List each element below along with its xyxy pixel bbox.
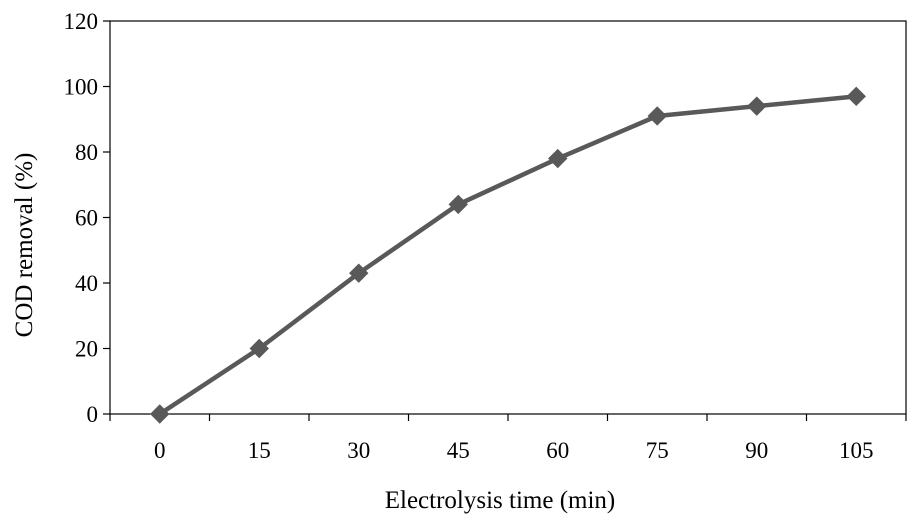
x-tick-label: 60 <box>546 438 569 463</box>
data-point-marker <box>150 404 170 424</box>
data-point-marker <box>349 263 369 283</box>
x-tick-label: 15 <box>248 438 271 463</box>
data-point-marker <box>249 338 269 359</box>
x-tick-label: 105 <box>839 438 874 463</box>
x-tick-label: 45 <box>447 438 470 463</box>
y-tick-label: 40 <box>75 271 98 296</box>
data-point-marker <box>548 148 568 169</box>
series-line <box>157 94 859 417</box>
x-tick-label: 0 <box>154 438 166 463</box>
x-tick-label: 90 <box>745 438 768 463</box>
y-tick-label: 20 <box>75 337 98 362</box>
plot-area-border <box>109 20 907 415</box>
data-point-marker <box>846 86 866 107</box>
y-tick-label: 0 <box>87 402 99 427</box>
y-tick-label: 100 <box>64 75 99 100</box>
x-tick-label: 30 <box>347 438 370 463</box>
y-tick-label: 60 <box>75 206 98 231</box>
data-point-marker <box>448 194 468 215</box>
x-axis-title: Electrolysis time (min) <box>385 487 616 514</box>
x-tick-labels: 0 15 30 45 60 75 90 105 <box>154 438 874 463</box>
y-tick-label: 120 <box>64 9 99 34</box>
axes <box>103 20 907 421</box>
series-layer <box>150 86 866 424</box>
y-axis-title: COD removal (%) <box>11 153 38 338</box>
data-point-marker <box>647 106 667 126</box>
data-point-marker <box>747 96 767 116</box>
x-tick-label: 75 <box>646 438 669 463</box>
y-tick-labels: 0 20 40 60 80 100 120 <box>64 9 99 427</box>
y-tick-label: 80 <box>75 140 98 165</box>
